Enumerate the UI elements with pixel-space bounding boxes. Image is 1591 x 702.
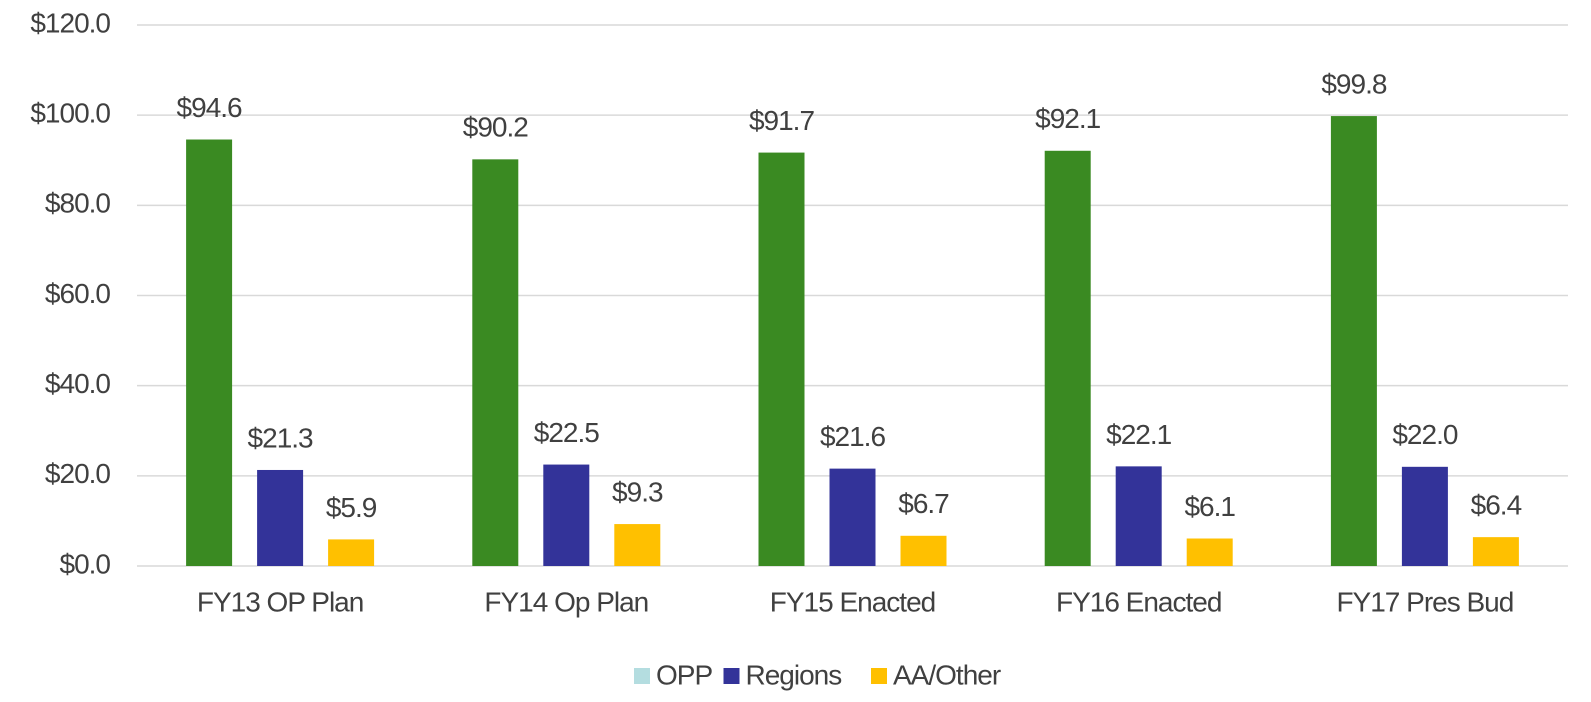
legend-label: AA/Other	[893, 659, 1001, 690]
data-label: $22.5	[534, 417, 599, 448]
bar	[328, 539, 375, 566]
x-tick-label: FY14 Op Plan	[484, 586, 648, 617]
y-tick-label: $20.0	[45, 458, 110, 489]
data-label: $99.8	[1321, 68, 1386, 99]
data-label: $5.9	[326, 492, 377, 523]
data-label: $21.3	[248, 422, 313, 453]
legend-swatch	[871, 668, 887, 684]
data-label: $9.3	[612, 476, 663, 507]
y-tick-label: $120.0	[30, 7, 110, 38]
data-label: $6.1	[1184, 491, 1235, 522]
bar	[1472, 537, 1519, 566]
data-label: $21.6	[820, 421, 885, 452]
data-label: $92.1	[1035, 103, 1100, 134]
x-tick-label: FY16 Enacted	[1056, 586, 1221, 617]
x-tick-label: FY15 Enacted	[770, 586, 935, 617]
legend-label: OPP	[656, 659, 712, 690]
bar	[829, 468, 876, 566]
x-tick-label: FY17 Pres Bud	[1336, 586, 1513, 617]
bar	[1044, 150, 1091, 566]
y-tick-label: $0.0	[60, 548, 111, 579]
bar	[1330, 116, 1377, 567]
data-label: $22.1	[1106, 419, 1171, 450]
bar	[543, 464, 590, 566]
legend-swatch	[723, 668, 740, 684]
bar	[1401, 466, 1448, 566]
bar	[758, 152, 805, 567]
bar	[186, 139, 233, 567]
data-label: $94.6	[177, 92, 242, 123]
y-tick-label: $60.0	[45, 278, 110, 309]
y-tick-label: $80.0	[45, 188, 110, 219]
bar	[257, 469, 304, 566]
bar	[1186, 538, 1233, 566]
bar	[900, 535, 947, 566]
y-tick-label: $40.0	[45, 368, 110, 399]
data-label: $90.2	[463, 112, 528, 143]
data-label: $6.4	[1471, 490, 1522, 521]
data-label: $91.7	[749, 105, 814, 136]
bar	[472, 159, 519, 566]
legend-label: Regions	[746, 659, 842, 690]
y-tick-label: $100.0	[30, 98, 110, 129]
data-label: $22.0	[1392, 419, 1457, 450]
bar	[1115, 466, 1162, 566]
bar	[614, 524, 661, 566]
x-tick-label: FY13 OP Plan	[197, 586, 363, 617]
legend-swatch	[634, 668, 650, 684]
data-label: $6.7	[898, 488, 949, 519]
